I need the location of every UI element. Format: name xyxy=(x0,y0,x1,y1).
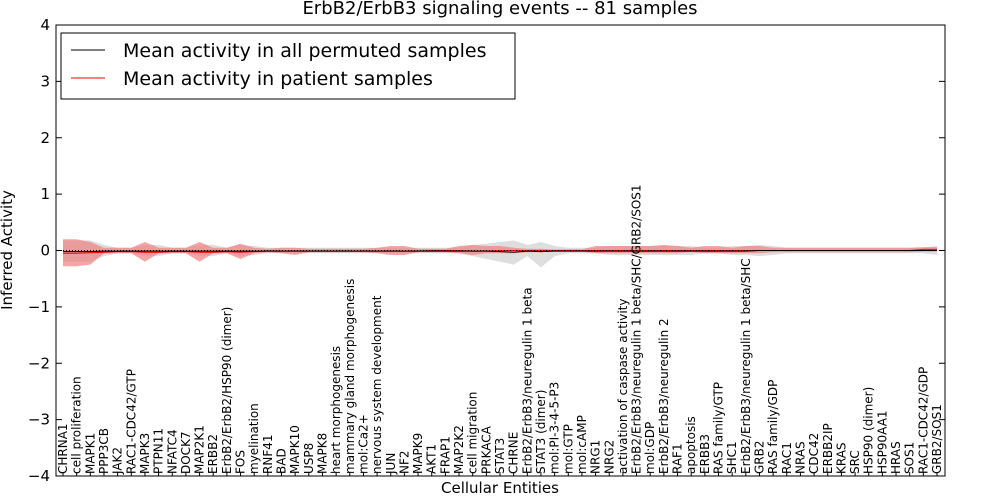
permuted-band xyxy=(63,240,937,268)
x-axis-title: Cellular Entities xyxy=(441,479,559,497)
series-lines xyxy=(63,248,937,254)
x-category-label: activation of caspase activity xyxy=(616,299,630,474)
y-tick-label: 2 xyxy=(40,129,50,147)
x-category-label: GRB2/SOS1 xyxy=(930,404,944,474)
x-category-label: ErbB2/ErbB3/neuregulin 1 beta/SHC xyxy=(739,258,753,474)
x-category-label: SRC xyxy=(848,450,862,474)
x-category-label: mol:PI-3-4-5-P3 xyxy=(548,382,562,474)
x-category-label: FRAP1 xyxy=(438,436,452,474)
x-category-label: MAP2K1 xyxy=(193,425,207,474)
x-category-label: ERBB2 xyxy=(206,434,220,474)
x-category-label: MAPK9 xyxy=(411,433,425,474)
x-category-label: RAS family/GDP xyxy=(766,380,780,474)
x-category-label: GRB2 xyxy=(753,440,767,474)
y-tick-label: 4 xyxy=(40,16,50,34)
confidence-bands xyxy=(63,239,937,268)
y-axis: −4 −3 −2 −1 0 1 2 3 4 xyxy=(28,16,945,485)
x-category-label: MAPK1 xyxy=(83,433,97,474)
x-category-label: HSP90 (dimer) xyxy=(862,387,876,474)
x-category-label: mol:cAMP xyxy=(575,415,589,474)
x-category-label: MAPK10 xyxy=(288,425,302,474)
x-category-label: NFATC4 xyxy=(165,429,179,474)
legend-label-patient: Mean activity in patient samples xyxy=(123,68,433,90)
y-tick-label: −1 xyxy=(28,298,50,316)
legend-box xyxy=(60,32,516,100)
y-tick-label: 1 xyxy=(40,185,50,203)
x-category-label: SHC1 xyxy=(725,441,739,474)
x-category-label: HRAS xyxy=(889,441,903,474)
x-category-label: NF2 xyxy=(397,450,411,474)
x-category-label: USP8 xyxy=(302,443,316,474)
x-category-label: ErbB2/ErbB3/neuregulin 1 beta xyxy=(520,287,534,474)
x-axis: CHRNA1 cell proliferation MAPK1 PPP3CB JAK2 R… xyxy=(56,184,944,476)
x-category-label: STAT3 xyxy=(493,438,507,474)
x-category-label: mol:Ca2+ xyxy=(356,414,370,474)
x-category-label: cell migration xyxy=(466,392,480,474)
x-category-label: NRG1 xyxy=(589,440,603,474)
x-category-label: mammary gland morphogenesis xyxy=(343,279,357,474)
x-category-label: RAS family/GTP xyxy=(712,382,726,474)
x-category-label: PPP3CB xyxy=(97,428,111,474)
chart-title: ErbB2/ErbB3 signaling events -- 81 sampl… xyxy=(302,0,697,19)
x-category-label: STAT3 (dimer) xyxy=(534,390,548,474)
x-category-label: apoptosis xyxy=(684,416,698,474)
x-category-label: MAPK3 xyxy=(138,433,152,474)
x-category-label: heart morphogenesis xyxy=(329,346,343,474)
y-tick-label: 0 xyxy=(40,242,50,260)
x-category-label: RAC1-CDC42/GTP xyxy=(124,369,138,474)
y-tick-label: −2 xyxy=(28,354,50,372)
x-category-label: AKT1 xyxy=(425,444,439,474)
x-category-label: mol:GDP xyxy=(643,422,657,474)
x-category-label: ERBB3 xyxy=(698,434,712,474)
y-tick-label: −3 xyxy=(28,411,50,429)
x-category-label: CHRNE xyxy=(507,432,521,474)
x-category-label: KRAS xyxy=(834,442,848,474)
x-category-label: CDC42 xyxy=(807,433,821,474)
x-category-label: ErbB2/ErbB3/neuregulin 1 beta/SHC/GRB2/S… xyxy=(630,184,644,474)
y-tick-label: −4 xyxy=(28,467,50,485)
x-category-label: RAC1-CDC42/GDP xyxy=(916,367,930,474)
x-category-label: DOCK7 xyxy=(179,431,193,474)
x-category-label: MAPK8 xyxy=(316,433,330,474)
x-category-label: ERBB2IP xyxy=(821,423,835,474)
x-category-label: PRKACA xyxy=(479,425,493,474)
x-category-label: JAK2 xyxy=(111,447,125,475)
x-category-label: RAC1 xyxy=(780,442,794,474)
x-category-label: MAP2K2 xyxy=(452,425,466,474)
x-category-label: PTPN11 xyxy=(152,428,166,474)
y-tick-label: 3 xyxy=(40,72,50,90)
patient-band xyxy=(63,239,937,267)
legend: Mean activity in all permuted samples Me… xyxy=(60,32,516,100)
x-category-label: NRG2 xyxy=(602,440,616,474)
x-category-label: cell proliferation xyxy=(70,376,84,474)
x-category-label: HSP90AA1 xyxy=(875,410,889,474)
x-category-label: ErbB2/ErbB2/HSP90 (dimer) xyxy=(220,307,234,474)
x-category-label: myelination xyxy=(247,403,261,474)
x-category-label: RNF41 xyxy=(261,435,275,475)
x-category-label: mol:GTP xyxy=(561,424,575,474)
x-category-label: FOS xyxy=(234,450,248,474)
x-category-label: CHRNA1 xyxy=(56,423,70,474)
permuted-line xyxy=(63,250,937,253)
legend-label-permuted: Mean activity in all permuted samples xyxy=(123,40,486,62)
x-category-label: RAF1 xyxy=(671,443,685,474)
y-axis-title: Inferred Activity xyxy=(0,190,16,310)
x-category-label: JUN xyxy=(384,453,398,475)
x-category-label: NRAS xyxy=(793,441,807,474)
x-category-label: ErbB2/ErbB3/neuregulin 2 xyxy=(657,318,671,474)
x-category-label: nervous system development xyxy=(370,295,384,474)
x-category-label: SOS1 xyxy=(903,442,917,474)
x-category-label: BAD xyxy=(275,448,289,474)
